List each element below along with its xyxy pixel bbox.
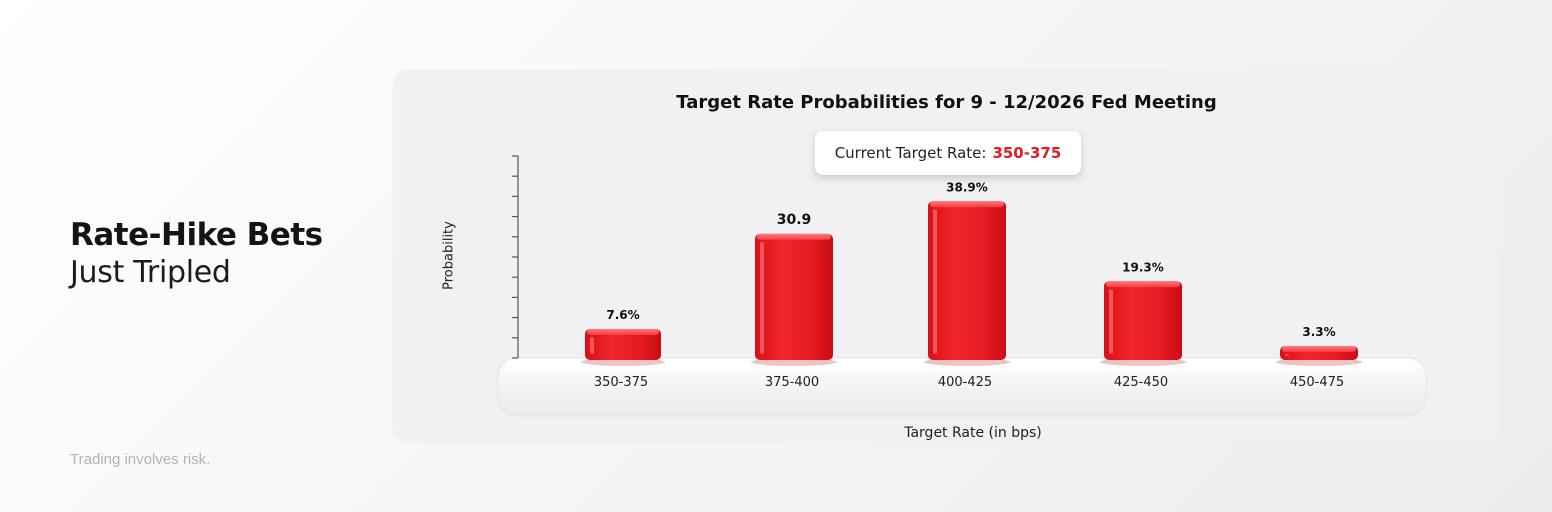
current-rate-label: Current Target Rate: bbox=[834, 144, 987, 162]
bars: 7.6% 350-375 30.9 375-400 38.9% 400-425 19.3% 4… bbox=[581, 180, 1362, 390]
bar: 19.3% 425-450 bbox=[1100, 260, 1186, 390]
x-tick-label: 400-425 bbox=[938, 375, 992, 390]
risk-disclaimer: Trading involves risk. bbox=[70, 451, 211, 468]
bar-body bbox=[755, 233, 833, 360]
bar-body bbox=[585, 328, 661, 360]
bar-top bbox=[1282, 346, 1356, 352]
bar-body bbox=[928, 201, 1006, 360]
bar-value-label: 30.9 bbox=[777, 212, 812, 228]
bar-highlight bbox=[590, 336, 594, 354]
bar-value-label: 38.9% bbox=[946, 180, 988, 194]
x-tick-label: 425-450 bbox=[1114, 375, 1168, 390]
headline-title: Rate-Hike Bets bbox=[70, 217, 323, 253]
y-axis bbox=[512, 155, 519, 359]
bar-highlight bbox=[1285, 354, 1289, 356]
bar-value-label: 19.3% bbox=[1122, 260, 1164, 274]
x-tick-label: 350-375 bbox=[594, 375, 648, 390]
bar-top bbox=[757, 233, 831, 240]
bar: 30.9 375-400 bbox=[751, 212, 837, 390]
bar: 7.6% 350-375 bbox=[581, 308, 665, 390]
bar: 38.9% 400-425 bbox=[924, 180, 1010, 390]
bar-highlight bbox=[1109, 289, 1113, 354]
chart-platform bbox=[497, 357, 1427, 417]
bar-highlight bbox=[933, 209, 937, 354]
bar: 3.3% 450-475 bbox=[1276, 325, 1362, 390]
current-rate-badge: Current Target Rate: 350-375 bbox=[815, 131, 1081, 175]
x-tick-label: 375-400 bbox=[765, 375, 819, 390]
bar-top bbox=[1106, 281, 1180, 288]
bar-value-label: 7.6% bbox=[606, 308, 639, 322]
x-tick-label: 450-475 bbox=[1290, 375, 1344, 390]
bar-top bbox=[930, 201, 1004, 208]
headline-subtitle: Just Tripled bbox=[70, 255, 231, 290]
bar-top bbox=[587, 328, 659, 335]
headline: Rate-Hike Bets Just Tripled bbox=[70, 216, 323, 292]
bar-value-label: 3.3% bbox=[1302, 325, 1335, 339]
current-rate-value: 350-375 bbox=[992, 144, 1062, 162]
x-axis-label: Target Rate (in bps) bbox=[904, 425, 1042, 441]
bar-body bbox=[1104, 281, 1182, 360]
y-axis-label: Probability bbox=[441, 221, 457, 290]
bar-highlight bbox=[760, 241, 764, 354]
chart-title: Target Rate Probabilities for 9 - 12/202… bbox=[676, 92, 1217, 113]
